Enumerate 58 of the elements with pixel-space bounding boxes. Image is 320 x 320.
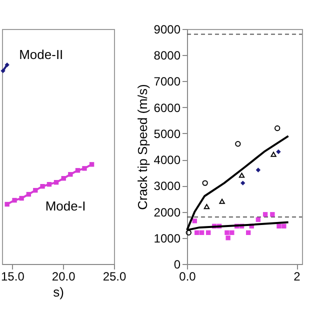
y-axis-title: Crack tip Speed (m/s) <box>134 84 150 210</box>
point <box>75 168 80 173</box>
point <box>68 172 73 177</box>
point <box>224 230 230 236</box>
point <box>262 212 268 217</box>
x-tick-label: 2 <box>294 270 301 284</box>
point <box>276 149 281 154</box>
y-tick-label: 2000 <box>154 205 181 220</box>
series-label: Mode-I <box>45 198 86 214</box>
point <box>246 230 251 236</box>
y-tick-label: 8000 <box>154 48 181 63</box>
point <box>0 68 6 74</box>
point <box>240 180 246 186</box>
point <box>202 180 208 186</box>
point <box>12 198 17 203</box>
point <box>194 230 200 236</box>
point <box>206 230 211 236</box>
point <box>4 202 10 207</box>
point <box>46 182 52 187</box>
y-tick-label: 4000 <box>154 153 181 168</box>
point <box>226 236 230 240</box>
y-tick-label: 1000 <box>154 231 181 246</box>
point <box>199 230 204 236</box>
y-tick-label: 0 <box>174 258 181 272</box>
point <box>282 224 286 228</box>
point <box>256 168 261 172</box>
point <box>270 152 276 157</box>
y-tick-label: 7000 <box>154 74 181 89</box>
y-tick-label: 3000 <box>154 179 181 194</box>
point <box>33 188 38 193</box>
x-axis-title: s) <box>53 284 64 300</box>
point <box>276 224 282 228</box>
point <box>274 125 280 132</box>
point <box>4 62 10 68</box>
x-tick-label: 20.0 <box>52 270 76 284</box>
point <box>89 162 94 167</box>
point <box>40 184 45 189</box>
point <box>235 141 241 147</box>
x-tick-label: 25.0 <box>102 270 126 284</box>
point <box>26 192 32 197</box>
point <box>186 230 192 236</box>
point <box>270 212 275 217</box>
point <box>19 196 24 201</box>
y-tick-label: 5000 <box>154 126 181 141</box>
point <box>82 166 87 171</box>
point <box>256 217 261 222</box>
point <box>230 230 234 236</box>
point <box>192 218 198 224</box>
series-label: Mode-II <box>19 46 64 62</box>
y-tick-label: 9000 <box>154 22 181 36</box>
point <box>54 180 59 185</box>
x-tick-label: 15.0 <box>1 270 25 284</box>
y-tick-label: 6000 <box>154 100 181 115</box>
point <box>204 204 210 210</box>
point <box>61 176 66 181</box>
x-tick-label: 0.0 <box>179 270 196 284</box>
point <box>219 198 225 204</box>
point <box>238 172 245 178</box>
